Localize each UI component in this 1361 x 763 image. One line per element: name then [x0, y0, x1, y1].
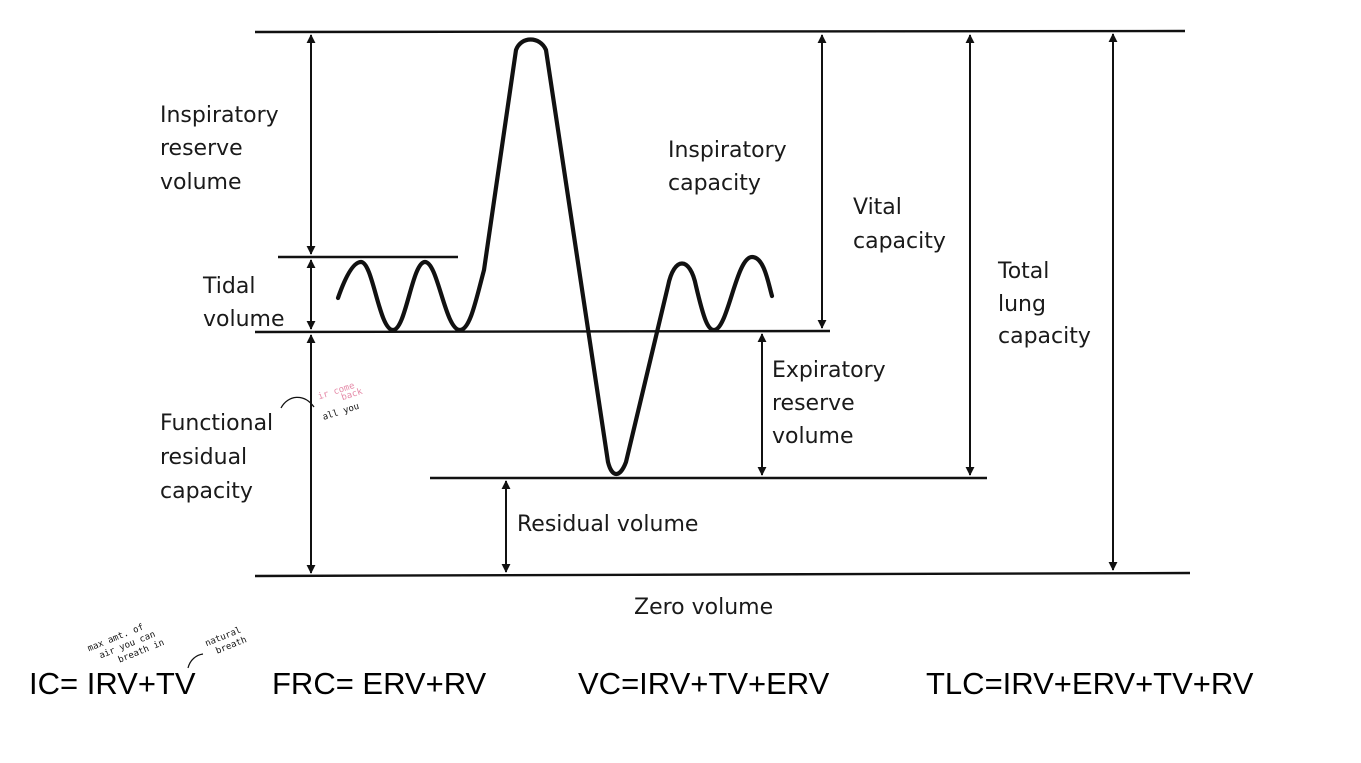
frc-label-line-1: Functional — [160, 411, 273, 436]
frc-label-line-3: capacity — [160, 479, 253, 504]
rv-label: Residual volume — [517, 512, 698, 537]
tlc-formula: TLC=IRV+ERV+TV+RV — [926, 666, 1254, 701]
erv-label-line-1: Expiratory — [772, 358, 886, 383]
zero-volume-label: Zero volume — [634, 595, 773, 620]
ic-label-line-2: capacity — [668, 171, 761, 196]
tv-note-curve — [187, 653, 204, 669]
diagram-labels: Inspiratory reserve volume Tidal volume … — [160, 103, 1091, 620]
reference-lines — [254, 29, 1191, 578]
erv-label-line-3: volume — [772, 424, 854, 449]
ic-formula: IC= IRV+TV — [29, 666, 196, 701]
tlc-label-line-1: Total — [997, 259, 1049, 284]
vc-label-line-2: capacity — [853, 229, 946, 254]
tidal-bottom-line — [254, 329, 831, 334]
irv-label-line-2: reserve — [160, 136, 243, 161]
frc-label-line-2: residual — [160, 445, 247, 470]
tlc-label-line-3: capacity — [998, 324, 1091, 349]
irv-label-line-3: volume — [160, 170, 242, 195]
vc-label-line-1: Vital — [853, 195, 902, 220]
zero-line — [254, 571, 1191, 578]
dimension-arrows — [306, 33, 1118, 574]
irv-label-line-1: Inspiratory — [160, 103, 279, 128]
top-line — [254, 29, 1186, 34]
ic-label-line-1: Inspiratory — [668, 138, 787, 163]
spirometer-trace — [335, 37, 775, 477]
tlc-label-line-2: lung — [998, 292, 1046, 317]
erv-label-line-2: reserve — [772, 391, 855, 416]
frc-formula: FRC= ERV+RV — [272, 666, 487, 701]
tv-label-line-1: Tidal — [202, 274, 255, 299]
frc-note-curve — [280, 396, 315, 409]
vc-formula: VC=IRV+TV+ERV — [578, 666, 830, 701]
tv-label-line-2: volume — [203, 307, 285, 332]
frc-note-black: all you — [321, 402, 360, 423]
